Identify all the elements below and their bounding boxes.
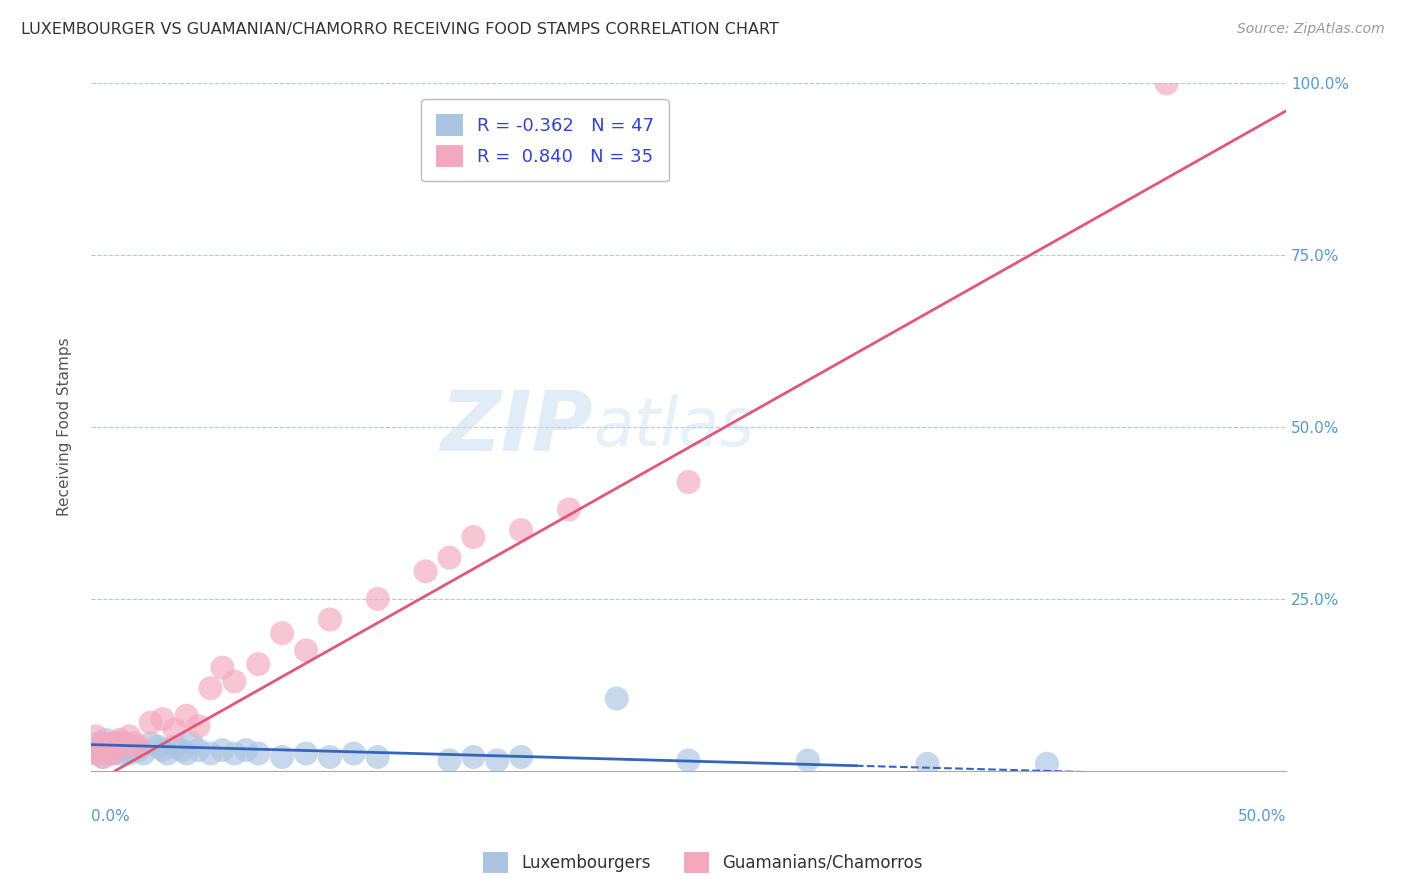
Point bbox=[200, 681, 222, 696]
Point bbox=[187, 719, 209, 733]
Point bbox=[224, 674, 246, 689]
Point bbox=[367, 750, 389, 764]
Point bbox=[104, 736, 127, 750]
Point bbox=[91, 750, 114, 764]
Point bbox=[678, 753, 700, 767]
Point bbox=[797, 753, 820, 767]
Point bbox=[463, 530, 485, 544]
Point bbox=[439, 753, 461, 767]
Point bbox=[84, 747, 107, 761]
Point bbox=[98, 739, 121, 754]
Point bbox=[105, 743, 128, 757]
Legend: Luxembourgers, Guamanians/Chamorros: Luxembourgers, Guamanians/Chamorros bbox=[477, 846, 929, 880]
Point bbox=[176, 708, 198, 723]
Point bbox=[319, 613, 342, 627]
Point bbox=[295, 747, 318, 761]
Point bbox=[152, 743, 174, 757]
Text: LUXEMBOURGER VS GUAMANIAN/CHAMORRO RECEIVING FOOD STAMPS CORRELATION CHART: LUXEMBOURGER VS GUAMANIAN/CHAMORRO RECEI… bbox=[21, 22, 779, 37]
Point bbox=[108, 747, 131, 761]
Point bbox=[152, 712, 174, 726]
Text: ZIP: ZIP bbox=[440, 386, 593, 467]
Point bbox=[510, 523, 533, 537]
Point bbox=[163, 739, 186, 754]
Point bbox=[118, 747, 141, 761]
Point bbox=[319, 750, 342, 764]
Point bbox=[128, 743, 150, 757]
Point bbox=[271, 750, 294, 764]
Point bbox=[139, 736, 162, 750]
Point bbox=[247, 747, 270, 761]
Point bbox=[115, 743, 138, 757]
Point bbox=[558, 502, 581, 516]
Point bbox=[112, 739, 135, 754]
Point bbox=[89, 739, 111, 754]
Point bbox=[91, 750, 114, 764]
Point bbox=[211, 743, 233, 757]
Point bbox=[343, 747, 366, 761]
Point bbox=[94, 732, 117, 747]
Text: atlas: atlas bbox=[593, 394, 754, 460]
Point bbox=[108, 732, 131, 747]
Point bbox=[415, 565, 437, 579]
Point bbox=[118, 729, 141, 743]
Point bbox=[180, 736, 202, 750]
Point bbox=[271, 626, 294, 640]
Point bbox=[82, 743, 104, 757]
Point bbox=[463, 750, 485, 764]
Point bbox=[94, 736, 117, 750]
Point bbox=[97, 739, 120, 754]
Point bbox=[122, 736, 145, 750]
Point bbox=[97, 743, 120, 757]
Point bbox=[132, 747, 155, 761]
Legend: R = -0.362   N = 47, R =  0.840   N = 35: R = -0.362 N = 47, R = 0.840 N = 35 bbox=[422, 99, 669, 181]
Point bbox=[84, 729, 107, 743]
Point bbox=[486, 753, 509, 767]
Point bbox=[87, 747, 110, 761]
Point bbox=[104, 736, 127, 750]
Point bbox=[367, 591, 389, 606]
Point bbox=[122, 739, 145, 754]
Point bbox=[112, 736, 135, 750]
Point bbox=[101, 747, 124, 761]
Point bbox=[101, 747, 124, 761]
Point bbox=[200, 747, 222, 761]
Point bbox=[1036, 756, 1059, 771]
Point bbox=[156, 747, 179, 761]
Point bbox=[235, 743, 257, 757]
Point bbox=[224, 747, 246, 761]
Point bbox=[917, 756, 939, 771]
Point bbox=[111, 739, 134, 754]
Point bbox=[87, 736, 110, 750]
Point bbox=[187, 743, 209, 757]
Point bbox=[163, 723, 186, 737]
Point bbox=[439, 550, 461, 565]
Point bbox=[510, 750, 533, 764]
Point bbox=[295, 643, 318, 657]
Point bbox=[606, 691, 628, 706]
Point bbox=[146, 739, 169, 754]
Point bbox=[89, 739, 111, 754]
Text: 50.0%: 50.0% bbox=[1237, 808, 1286, 823]
Text: 0.0%: 0.0% bbox=[91, 808, 129, 823]
Point bbox=[128, 739, 150, 754]
Point bbox=[82, 743, 104, 757]
Point bbox=[139, 715, 162, 730]
Point bbox=[176, 747, 198, 761]
Point bbox=[98, 743, 121, 757]
Y-axis label: Receiving Food Stamps: Receiving Food Stamps bbox=[58, 338, 72, 516]
Point bbox=[247, 657, 270, 672]
Text: Source: ZipAtlas.com: Source: ZipAtlas.com bbox=[1237, 22, 1385, 37]
Point bbox=[170, 743, 193, 757]
Point bbox=[678, 475, 700, 489]
Point bbox=[1156, 77, 1178, 91]
Point bbox=[211, 660, 233, 674]
